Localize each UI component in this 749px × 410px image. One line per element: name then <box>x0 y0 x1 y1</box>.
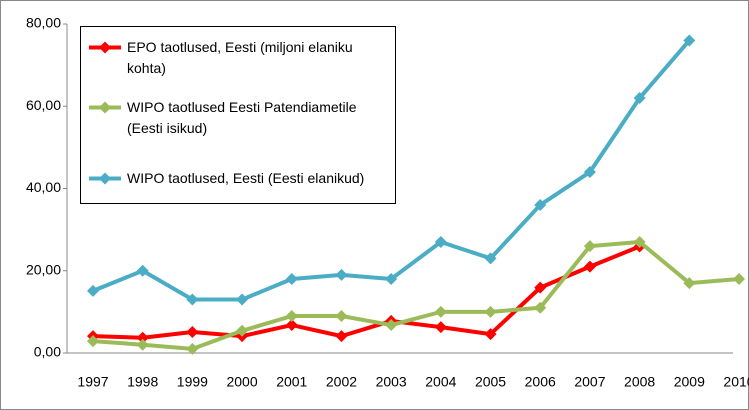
x-tick-label: 2005 <box>475 374 506 390</box>
data-point <box>136 331 149 344</box>
data-point <box>534 198 547 211</box>
data-point <box>186 293 199 306</box>
x-tick-label: 2004 <box>425 374 456 390</box>
x-tick-label: 1999 <box>177 374 208 390</box>
data-point <box>434 235 447 248</box>
x-tick-label: 1998 <box>127 374 158 390</box>
x-tick-label: 2010 <box>723 374 749 390</box>
data-point <box>236 324 249 337</box>
data-point <box>534 301 547 314</box>
series-line <box>92 244 641 340</box>
data-point <box>534 281 547 294</box>
data-point <box>385 272 398 285</box>
x-tick-label: 2001 <box>276 374 307 390</box>
x-tick-label: 2009 <box>674 374 705 390</box>
legend-label: WIPO taotlused, Eesti (Eesti elanikud) <box>127 170 365 186</box>
data-point <box>385 319 398 332</box>
data-point <box>335 330 348 343</box>
data-point <box>683 34 696 47</box>
data-point <box>285 309 298 322</box>
legend-swatch <box>89 101 121 114</box>
data-point <box>285 319 298 332</box>
data-point <box>186 342 199 355</box>
y-tick-label: 0,00 <box>34 344 61 360</box>
data-point <box>136 264 149 277</box>
legend-swatch <box>89 172 121 185</box>
y-tick-label: 20,00 <box>26 261 61 277</box>
data-point <box>434 305 447 318</box>
y-tick-label: 80,00 <box>26 15 61 31</box>
x-tick-label: 2008 <box>624 374 655 390</box>
data-point <box>186 326 199 339</box>
data-point <box>335 268 348 281</box>
data-point <box>633 235 646 248</box>
x-tick-label: 1997 <box>77 374 108 390</box>
data-point <box>583 260 596 273</box>
x-tick-label: 2003 <box>376 374 407 390</box>
data-point <box>583 240 596 253</box>
x-tick-label: 2007 <box>574 374 605 390</box>
data-point <box>733 272 745 285</box>
data-point <box>484 252 497 265</box>
legend-marker <box>99 172 111 185</box>
x-tick-label: 2006 <box>525 374 556 390</box>
y-tick-label: 40,00 <box>26 179 61 195</box>
data-point <box>335 309 348 322</box>
data-point <box>484 305 497 318</box>
data-point <box>285 272 298 285</box>
legend-marker <box>99 41 111 54</box>
data-point <box>87 335 99 348</box>
series-line <box>92 239 740 351</box>
x-tick-label: 2002 <box>326 374 357 390</box>
data-point <box>236 293 249 306</box>
x-tick-label: 2000 <box>226 374 257 390</box>
data-point <box>87 284 99 297</box>
data-point <box>484 328 497 341</box>
data-point <box>633 92 646 105</box>
data-point <box>583 166 596 179</box>
data-point <box>136 338 149 351</box>
data-point <box>683 277 696 290</box>
legend-swatch <box>89 41 121 54</box>
legend-marker <box>99 101 111 114</box>
legend: EPO taotlused, Eesti (miljoni elaniku ko… <box>80 26 396 204</box>
data-point <box>434 321 447 334</box>
legend-label: EPO taotlused, Eesti (miljoni elaniku ko… <box>127 39 353 76</box>
y-tick-label: 60,00 <box>26 97 61 113</box>
legend-label: WIPO taotlused Eesti Patendiametile (Ees… <box>127 99 357 136</box>
